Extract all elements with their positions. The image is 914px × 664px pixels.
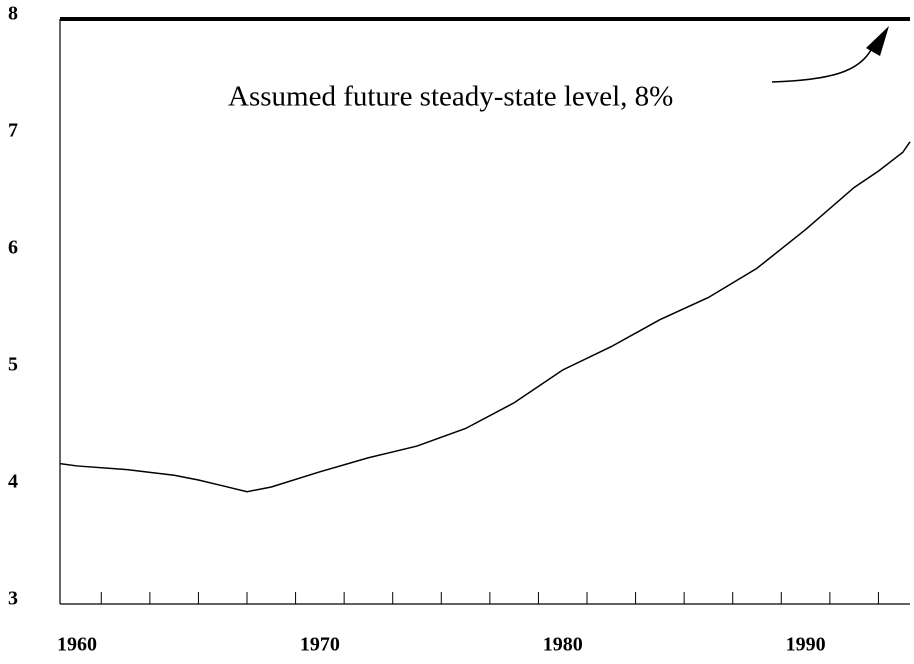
annotation: Assumed future steady-state level, 8%: [228, 81, 673, 113]
y-tick-label: 6: [8, 237, 18, 259]
x-tick-label: 1960: [57, 634, 97, 656]
y-tick-label: 3: [8, 588, 18, 610]
y-tick-label: 5: [8, 354, 18, 376]
y-tick-label: 8: [8, 3, 18, 25]
data-line: [59, 141, 911, 493]
y-tick-label: 4: [8, 471, 18, 493]
arrow: [771, 47, 873, 83]
x-tick-label: 1990: [786, 634, 826, 656]
x-tick-label: 1970: [300, 634, 340, 656]
x-tick-label: 1980: [543, 634, 583, 656]
y-tick-label: 7: [8, 120, 18, 142]
arrow-head: [866, 26, 889, 56]
